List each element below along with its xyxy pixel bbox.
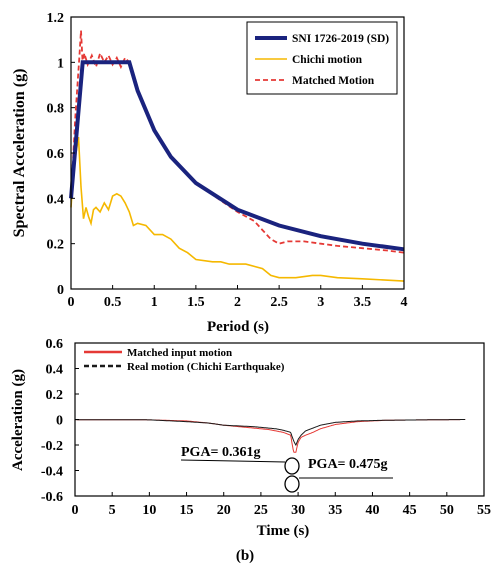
c1-y-tick-label: 0.4: [47, 192, 65, 207]
c2-y-tick-label: 0.6: [46, 337, 64, 352]
c1-y-tick-label: 1: [57, 56, 64, 71]
c2-y-tick-label: 0.4: [46, 363, 64, 378]
c1-legend-label-matched: Matched Motion: [292, 75, 375, 87]
c1-x-tick-label: 1: [151, 295, 158, 310]
c1-legend-label-chichi: Chichi motion: [292, 54, 363, 66]
c2-x-tick-label: 35: [328, 503, 342, 518]
c1-x-tick-label: 1.5: [187, 295, 205, 310]
c2-x-tick-label: 5: [109, 503, 116, 518]
panel-label: (b): [236, 548, 254, 564]
c2-x-tick-label: 40: [365, 503, 379, 518]
c1-series-line-0: [69, 60, 405, 252]
c2-legend-label-matched: Matched input motion: [127, 347, 232, 359]
c1-y-tick-label: 0: [57, 283, 64, 298]
c2-pga-label-real: PGA= 0.361g: [181, 445, 261, 460]
c1-x-axis-title: Period (s): [207, 319, 269, 335]
c2-marks: [75, 419, 466, 453]
c2-y-tick-label: -0.6: [41, 490, 63, 505]
c1-x-tick-label: 0: [68, 295, 75, 310]
c2-series-trace-1: [75, 419, 466, 446]
c2-x-tick-label: 55: [477, 503, 491, 518]
c2-pga-annotations: PGA= 0.361g PGA= 0.475g: [180, 445, 393, 493]
c1-marks: [69, 30, 405, 282]
c1-legend: SNI 1726-2019 (SD) Chichi motion Matched…: [246, 21, 398, 95]
c2-x-tick-label: 15: [180, 503, 194, 518]
c2-y-tick-label: 0: [56, 414, 63, 429]
c2-legend-label-real: Real motion (Chichi Earthquake): [127, 361, 285, 373]
time-history-chart: 0 5 10 15 20 25 30 35 40 45 50 55 -0.6 -0.4 -0.2 0 0.2 0.…: [10, 337, 491, 539]
c2-pga-marker-real: [284, 457, 300, 475]
response-spectrum-chart: 0 0.5 1 1.5 2 2.5 3 3.5 4 0 0.2 0.4 0.6 0.8 1 1.2 Perio…: [11, 11, 408, 335]
c1-y-axis-title: Spectral Acceleration (g): [11, 69, 28, 238]
c1-x-tick-label: 3: [317, 295, 324, 310]
c1-x-tick-label: 2.5: [270, 295, 288, 310]
c2-y-tick-label: -0.4: [41, 465, 63, 480]
c2-y-axis-title: Acceleration (g): [10, 369, 26, 471]
c1-x-tick-label: 3.5: [354, 295, 372, 310]
c2-x-tick-label: 25: [254, 503, 268, 518]
c1-y-tick-label: 0.6: [47, 147, 65, 162]
c2-pga-label-matched: PGA= 0.475g: [308, 457, 388, 472]
c1-y-tick-label: 0.8: [47, 102, 65, 117]
c1-series-line-1: [70, 136, 405, 282]
c2-pga-marker-matched: [284, 475, 300, 493]
c1-legend-box: [246, 21, 398, 95]
c2-x-tick-label: 50: [440, 503, 454, 518]
c2-legend: Matched input motion Real motion (Chichi…: [84, 347, 285, 373]
c1-legend-label-sni: SNI 1726-2019 (SD): [292, 33, 389, 45]
c1-x-tick-label: 0.5: [104, 295, 122, 310]
c2-x-tick-label: 45: [403, 503, 417, 518]
c2-y-tick-label: 0.2: [46, 388, 64, 403]
c2-x-axis-title: Time (s): [257, 523, 310, 539]
c2-y-tick-label: -0.2: [41, 439, 63, 454]
c2-ticks: 0 5 10 15 20 25 30 35 40 45 50 55 -0.6 -0.4 -0.2 0 0.2 0.…: [41, 337, 491, 518]
c2-x-tick-label: 0: [72, 503, 79, 518]
c2-x-tick-label: 10: [142, 503, 156, 518]
c2-x-tick-label: 20: [217, 503, 231, 518]
c1-y-tick-label: 1.2: [47, 11, 65, 26]
c2-series-trace-0: [75, 419, 466, 453]
c1-x-tick-label: 4: [401, 295, 408, 310]
c1-ticks: 0 0.5 1 1.5 2 2.5 3 3.5 4 0 0.2 0.4 0.6 0.8 1 1.2: [47, 11, 408, 310]
c2-x-tick-label: 30: [291, 503, 305, 518]
c1-y-tick-label: 0.2: [47, 238, 65, 253]
c2-pga-leader-real: [180, 459, 286, 463]
c1-x-tick-label: 2: [234, 295, 241, 310]
